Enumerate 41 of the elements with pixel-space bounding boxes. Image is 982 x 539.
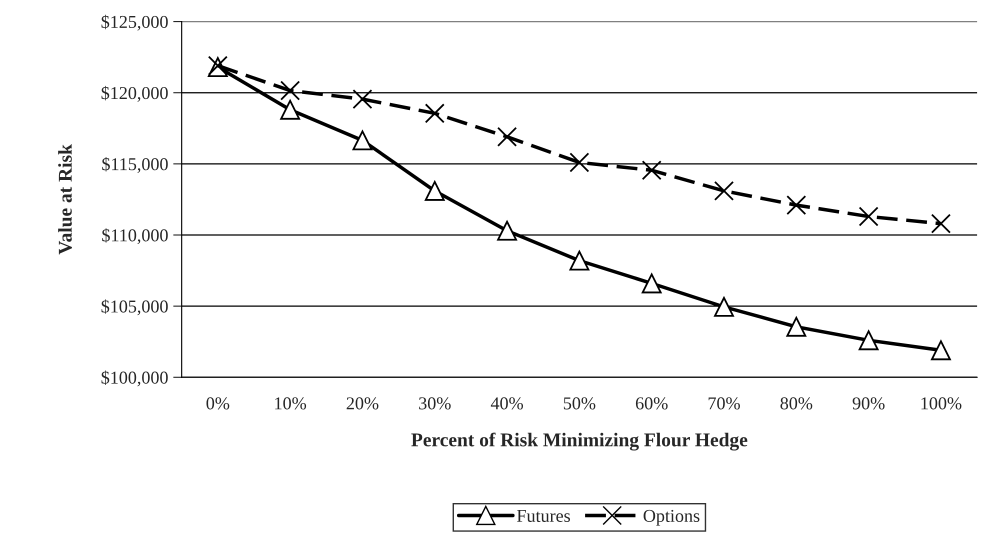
point [280, 100, 300, 120]
point [858, 206, 879, 226]
point [786, 316, 806, 337]
x-tick-label: 80% [780, 397, 812, 410]
y-tick-label: $125,000 [102, 14, 168, 31]
x-tick-label: 100% [921, 397, 962, 410]
x-tick-label: 30% [419, 397, 451, 410]
point [642, 160, 662, 180]
x-tick-label: 40% [490, 397, 523, 410]
x-tick-label: 20% [346, 397, 378, 410]
x-tick-label: 90% [852, 397, 885, 410]
legend-label: Options [644, 510, 700, 526]
point [569, 250, 590, 271]
point [497, 126, 517, 147]
x-tick-label: 50% [564, 397, 596, 410]
point [714, 180, 734, 201]
x-tick-label: 70% [708, 397, 740, 410]
point [280, 80, 300, 101]
y-tick-label: $110,000 [102, 228, 168, 244]
legend-label: Futures [517, 510, 570, 522]
point [786, 195, 806, 216]
y-axis-title: Value at Risk [58, 144, 72, 254]
x-tick-label: 0% [206, 397, 230, 410]
point [931, 340, 951, 360]
point [424, 103, 445, 124]
point [497, 220, 517, 241]
point [642, 273, 662, 294]
y-tick-label: $120,000 [102, 86, 168, 102]
x-tick-label: 10% [275, 397, 306, 410]
point [569, 152, 590, 172]
x-tick-label: 60% [636, 397, 668, 410]
point [858, 330, 879, 350]
y-tick-label: $100,000 [102, 370, 168, 386]
y-tick-label: $115,000 [102, 157, 168, 173]
point [352, 130, 372, 150]
point [931, 214, 951, 234]
y-tick-label: $105,000 [102, 299, 168, 316]
x-axis-title: Percent of Risk Minimizing Flour Hedge [411, 432, 748, 451]
point [352, 89, 372, 110]
point [424, 180, 445, 201]
point [714, 296, 734, 317]
